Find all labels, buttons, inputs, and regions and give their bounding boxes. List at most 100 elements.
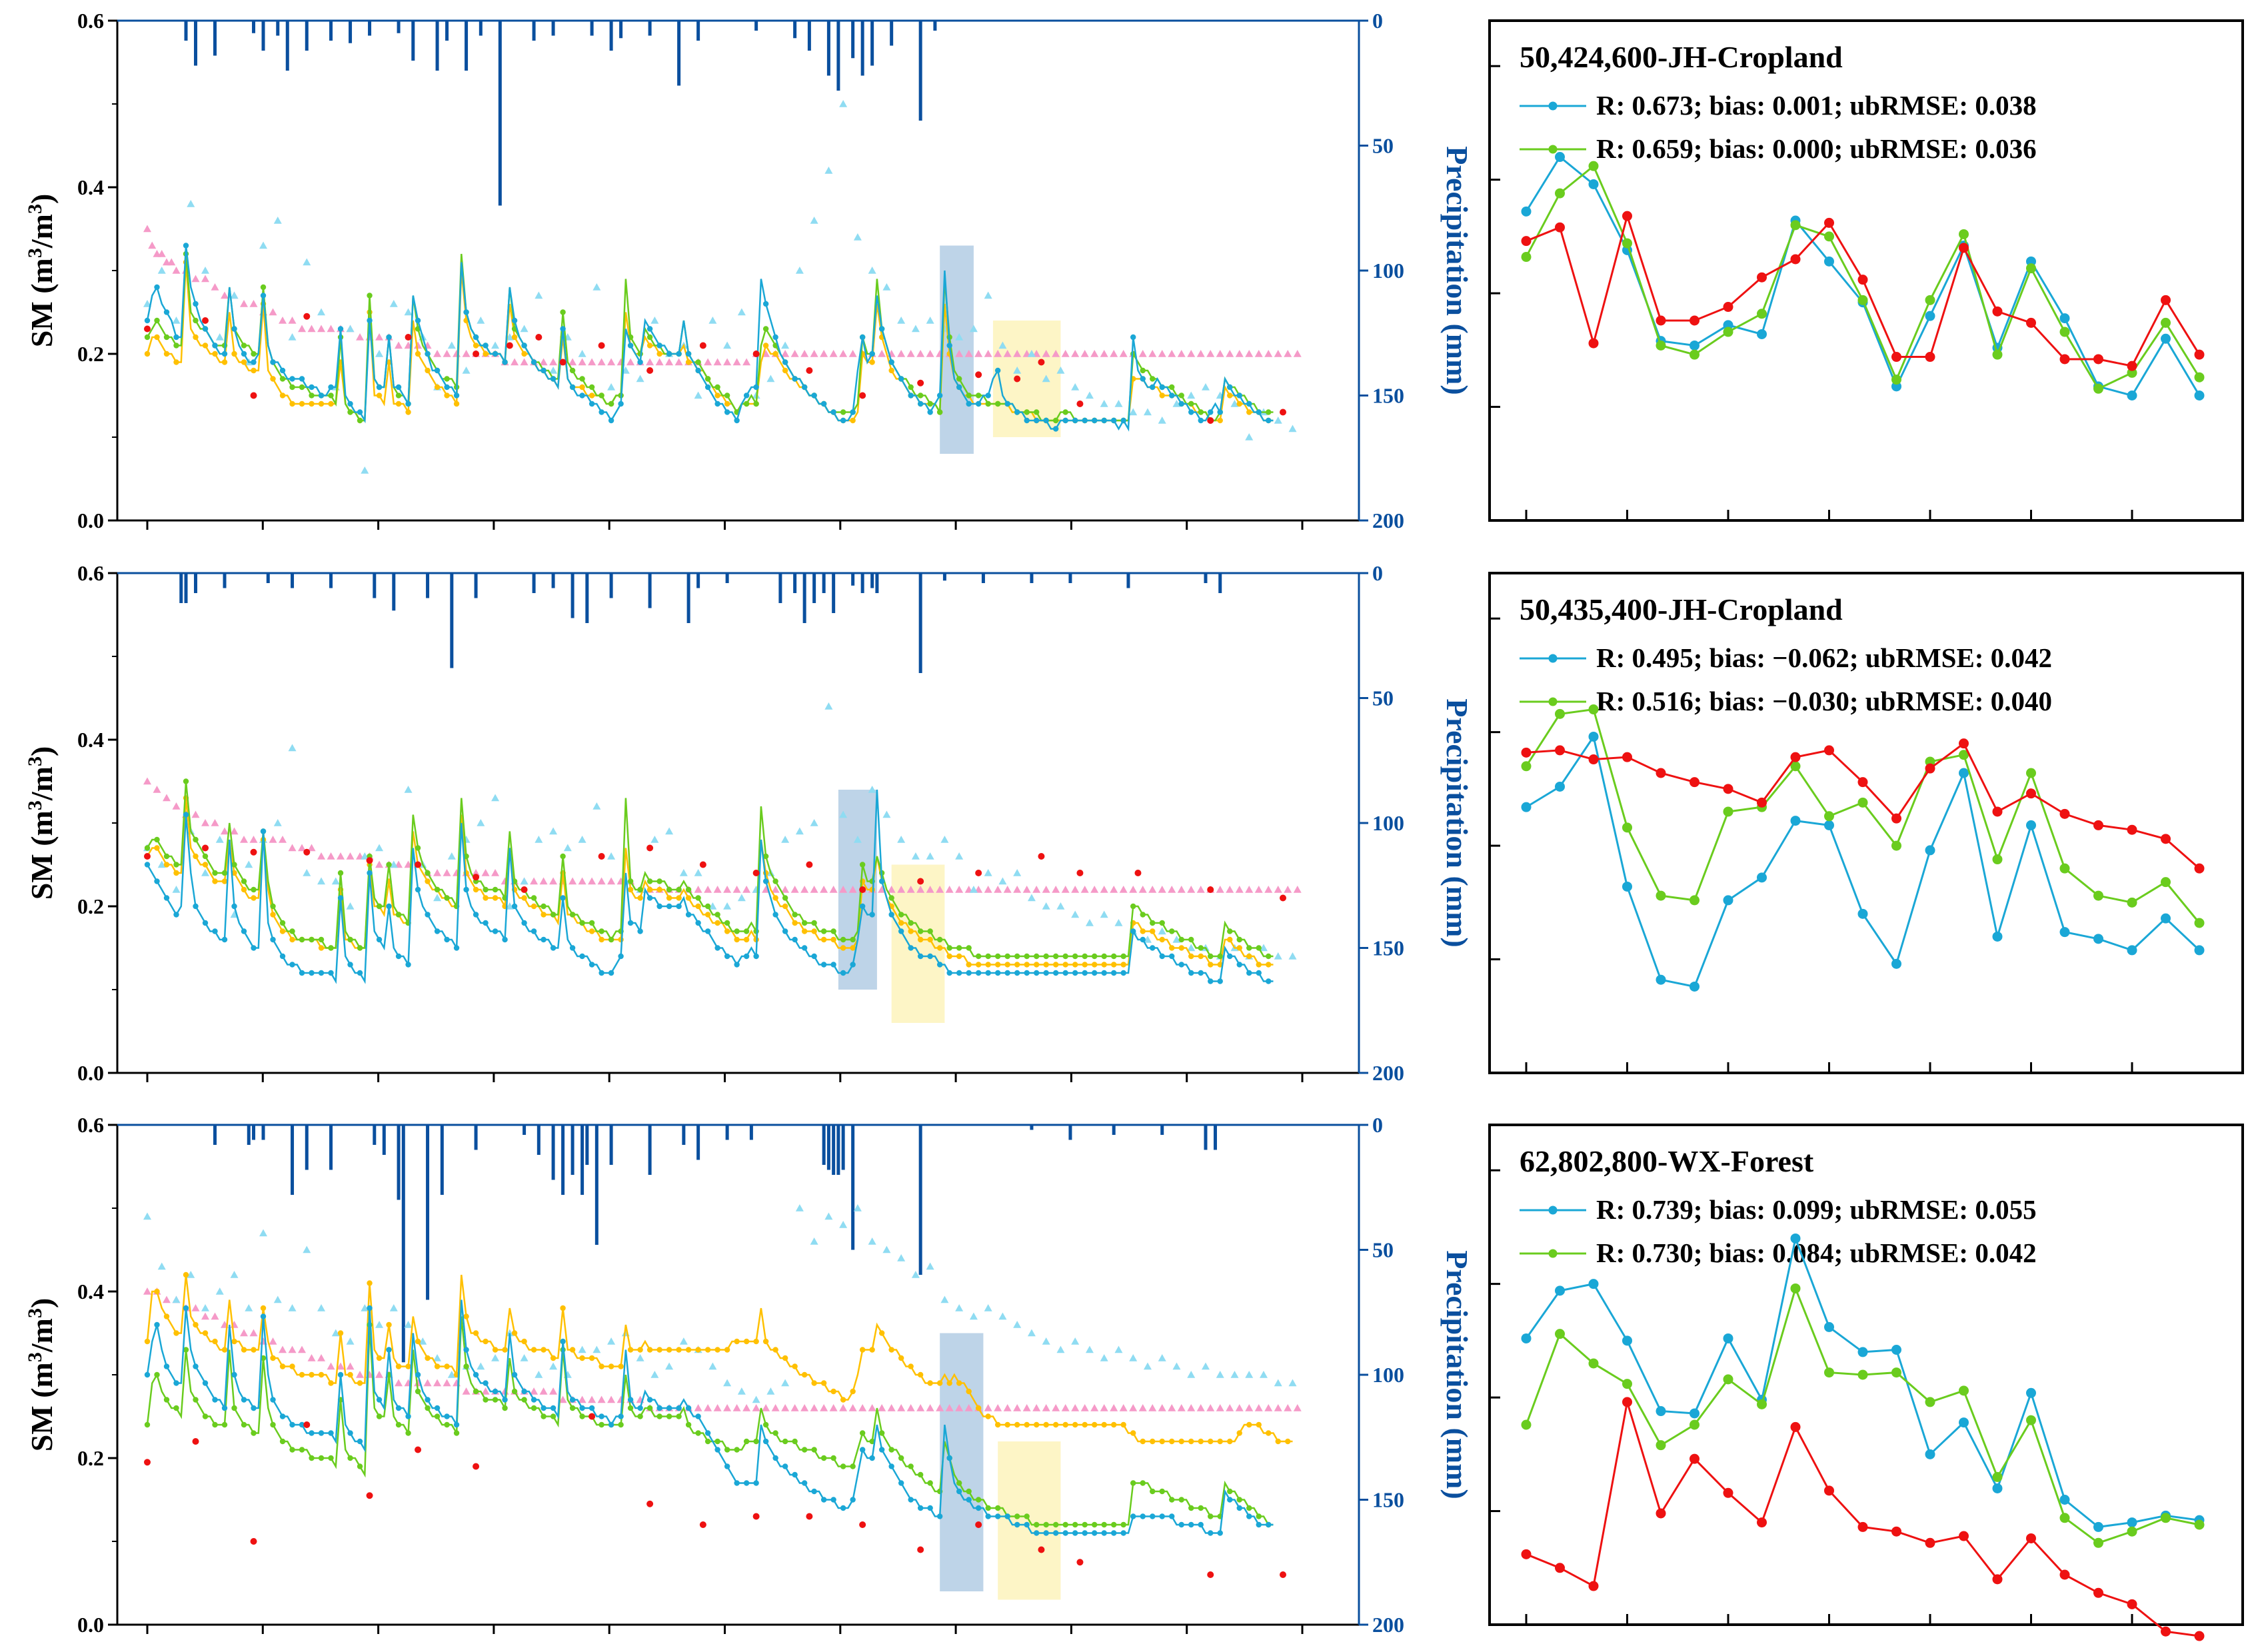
- pink-triangle-point: [916, 350, 925, 357]
- precip-bar: [532, 21, 536, 41]
- lightblue-triangle-point: [1042, 1337, 1050, 1345]
- y-axis-label-part: ): [25, 746, 59, 756]
- pink-triangle-point: [211, 819, 219, 826]
- green-series-point: [811, 920, 817, 926]
- cyan-series-point: [183, 1305, 189, 1311]
- yellow-series-point: [386, 1321, 392, 1328]
- pink-triangle-point: [790, 886, 799, 893]
- green-comparison-point: [1555, 708, 1565, 719]
- yellow-series-point: [1120, 962, 1126, 968]
- green-series-point: [1101, 953, 1107, 960]
- pink-triangle-point: [433, 1379, 442, 1387]
- pink-triangle-point: [549, 358, 558, 366]
- yellow-series-point: [704, 912, 711, 918]
- lightblue-triangle-point: [795, 267, 804, 274]
- yellow-series-point: [792, 920, 798, 926]
- green-series-point: [444, 1421, 450, 1428]
- red-insitu-point: [646, 844, 654, 852]
- cyan-series-point: [1266, 978, 1272, 984]
- green-comparison-point: [1555, 188, 1565, 199]
- precip-bar: [677, 21, 681, 86]
- pink-triangle-point: [800, 350, 809, 357]
- yellow-series-point: [917, 936, 924, 943]
- yellow-series-point: [878, 1330, 885, 1336]
- y2-tick-label: 100: [1372, 1363, 1404, 1387]
- precip-bar: [749, 1125, 753, 1140]
- pink-triangle-point: [1274, 350, 1282, 357]
- yellow-series-point: [994, 962, 1001, 968]
- green-series-point: [521, 1397, 527, 1403]
- lightblue-triangle-point: [1129, 408, 1138, 416]
- precip-bar: [1112, 1125, 1116, 1135]
- red-comparison-point: [2194, 349, 2205, 360]
- red-insitu-point: [303, 848, 311, 856]
- green-series-point: [541, 903, 547, 910]
- green-series-point: [502, 1405, 508, 1411]
- lightblue-triangle-point: [766, 375, 775, 383]
- red-insitu-point: [752, 351, 760, 357]
- green-series-point: [212, 870, 218, 876]
- cyan-series-point: [550, 376, 557, 382]
- lightblue-triangle-point: [679, 869, 688, 876]
- pink-triangle-point: [191, 1304, 200, 1311]
- cyan-series-point: [830, 1497, 836, 1503]
- cyan-series-point: [618, 1413, 624, 1419]
- yellow-series-point: [173, 1330, 179, 1336]
- green-series-point: [337, 870, 344, 876]
- cyan-series-point: [966, 401, 972, 407]
- green-comparison-point: [1959, 750, 1969, 760]
- cyan-series-point: [908, 945, 914, 951]
- green-series-point: [1082, 1521, 1088, 1528]
- pink-triangle-point: [607, 877, 616, 885]
- yellow-series-point: [1014, 1421, 1020, 1428]
- cyan-series-point: [193, 1363, 199, 1369]
- lightblue-triangle-point: [1201, 1362, 1210, 1370]
- green-series-point: [1266, 409, 1272, 415]
- green-series-point: [985, 953, 991, 960]
- green-comparison-point: [1891, 840, 1901, 851]
- yellow-series-point: [1140, 928, 1146, 934]
- precip-bar: [585, 573, 589, 623]
- cyan-series-point: [985, 970, 991, 976]
- pink-triangle-point: [1119, 886, 1128, 893]
- cyan-series-point: [318, 1430, 325, 1436]
- red-comparison-point: [1656, 315, 1666, 326]
- red-insitu-point: [1076, 1559, 1084, 1566]
- y-tick-label: 0.0: [77, 508, 104, 532]
- cyan-series-point: [1140, 376, 1146, 382]
- pink-triangle-point: [1226, 1404, 1234, 1411]
- cyan-series-point: [1014, 1521, 1020, 1528]
- lightblue-triangle-point: [230, 1271, 239, 1278]
- red-comparison-point: [1925, 763, 1935, 774]
- yellow-series-point: [598, 936, 604, 943]
- cyan-series-point: [618, 953, 624, 960]
- green-series-point: [483, 886, 489, 893]
- red-comparison-point: [1656, 1508, 1666, 1519]
- green-series-point: [202, 853, 209, 860]
- precip-bar: [942, 573, 946, 581]
- lightblue-triangle-point: [1100, 400, 1108, 407]
- yellow-series-point: [279, 928, 286, 934]
- yellow-series-point: [1246, 409, 1252, 415]
- cyan-series-point: [569, 1397, 576, 1403]
- precip-bar: [184, 21, 188, 41]
- pink-triangle-point: [211, 283, 219, 291]
- green-comparison-point: [2194, 918, 2205, 928]
- yellow-series-point: [337, 1330, 344, 1336]
- cyan-series-point: [1014, 970, 1020, 976]
- green-comparison-point: [2026, 263, 2036, 274]
- green-series-point: [714, 912, 720, 918]
- precip-bar: [1068, 1125, 1072, 1140]
- lightblue-triangle-point: [1274, 1379, 1282, 1387]
- yellow-series-point: [1256, 962, 1262, 968]
- green-series-point: [627, 878, 634, 884]
- cyan-comparison-point: [1824, 820, 1834, 830]
- cyan-series-point: [183, 243, 189, 249]
- yellow-series-point: [473, 1330, 479, 1336]
- red-insitu-point: [806, 1513, 813, 1520]
- cyan-series-point: [946, 1455, 952, 1461]
- precip-bar: [696, 21, 700, 41]
- cyan-comparison-point: [2026, 1387, 2036, 1398]
